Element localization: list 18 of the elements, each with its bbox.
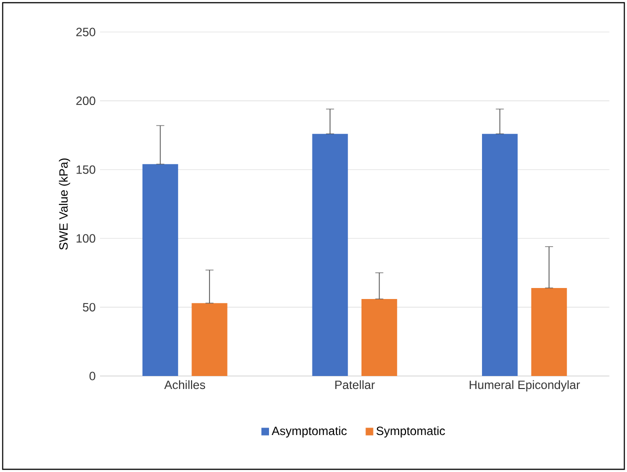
bar — [361, 298, 398, 376]
y-tick-label: 250 — [76, 28, 96, 36]
y-axis-title: SWE Value (kPa) — [58, 158, 70, 250]
bar — [142, 164, 178, 376]
legend-label: Asymptomatic — [272, 426, 347, 438]
legend-label: Symptomatic — [376, 426, 445, 438]
y-tick-label: 0 — [90, 372, 96, 380]
x-tick-label: Patellar — [335, 380, 375, 390]
y-tick-label: 150 — [76, 165, 96, 174]
y-tick-label: 200 — [76, 96, 96, 106]
x-tick-label: Achilles — [164, 380, 206, 390]
bar — [482, 134, 518, 376]
bar — [312, 134, 348, 376]
x-tick-label: Humeral Epicondylar — [470, 380, 580, 392]
bar — [531, 288, 567, 376]
bar — [192, 303, 228, 376]
y-tick-label: 50 — [82, 302, 96, 312]
y-tick-label: 100 — [76, 234, 96, 243]
